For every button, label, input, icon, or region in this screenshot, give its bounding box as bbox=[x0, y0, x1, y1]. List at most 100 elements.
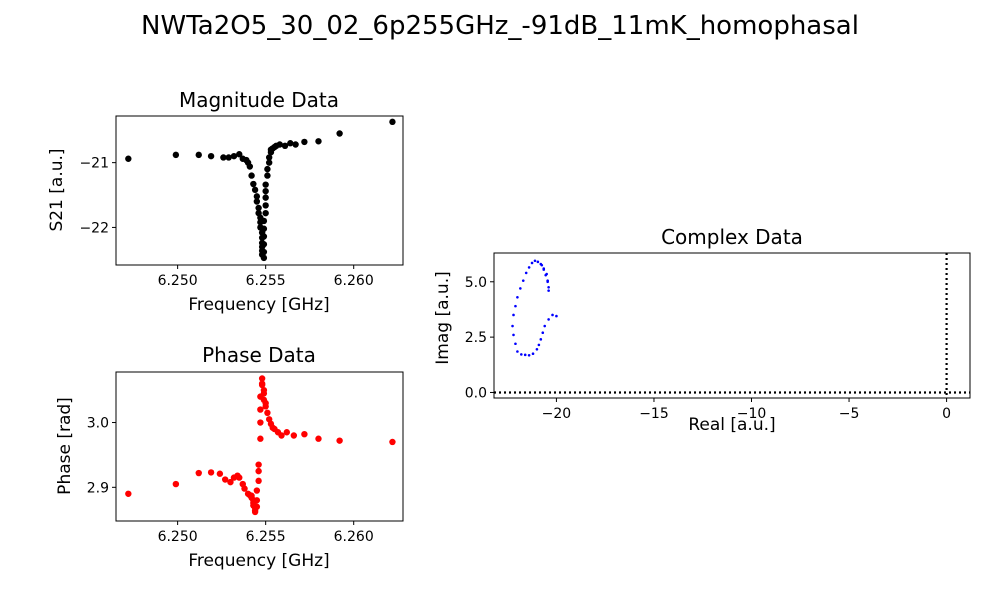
phase-data-point bbox=[172, 480, 180, 488]
magnitude-data-point bbox=[262, 194, 269, 201]
phase-plot-area: 6.250 6.255 6.260 3.0 2.9 bbox=[87, 371, 404, 545]
phase-data-point bbox=[221, 476, 229, 483]
complex-data-point bbox=[511, 324, 514, 328]
phase-ytick-label: 2.9 bbox=[87, 480, 109, 496]
complex-data-point bbox=[547, 289, 550, 292]
magnitude-data-point bbox=[262, 187, 269, 195]
phase-data-point bbox=[258, 375, 266, 382]
phase-data-point bbox=[195, 469, 202, 477]
magnitude-ytick-label: −21 bbox=[79, 156, 109, 172]
complex-data-point bbox=[551, 313, 554, 317]
complex-data-point bbox=[535, 348, 539, 351]
complex-data-point bbox=[516, 295, 519, 299]
complex-data-point bbox=[527, 266, 531, 269]
phase-axes-frame bbox=[115, 371, 404, 522]
magnitude-data-point bbox=[172, 151, 180, 159]
magnitude-xlabel: Frequency [GHz] bbox=[188, 295, 329, 315]
phase-data-point bbox=[253, 503, 261, 510]
complex-data-point bbox=[512, 313, 515, 317]
phase-ylabel: Phase [rad] bbox=[55, 397, 75, 495]
complex-data-point bbox=[533, 259, 537, 263]
magnitude-data-point bbox=[260, 254, 268, 262]
magnitude-data-point bbox=[125, 155, 132, 162]
magnitude-data-point bbox=[264, 172, 271, 179]
phase-data-point bbox=[257, 406, 264, 413]
complex-data-point bbox=[555, 314, 558, 318]
magnitude-plot-area: 6.250 6.255 6.260 −21 −22 bbox=[79, 115, 404, 289]
magnitude-data-point bbox=[315, 138, 322, 145]
complex-data-point bbox=[524, 271, 528, 275]
magnitude-data-point bbox=[301, 138, 308, 146]
magnitude-data-point bbox=[260, 225, 268, 232]
magnitude-data-point bbox=[236, 151, 243, 158]
complex-data-point bbox=[520, 353, 523, 356]
phase-data-point bbox=[278, 432, 285, 439]
magnitude-data-point bbox=[260, 217, 268, 225]
magnitude-axes-frame bbox=[115, 115, 404, 266]
complex-data-point bbox=[546, 280, 549, 284]
complex-data-point bbox=[542, 268, 546, 271]
magnitude-data-point bbox=[250, 180, 257, 188]
complex-data-point bbox=[547, 286, 550, 289]
figure-suptitle: NWTa2O5_30_02_6p255GHz_-91dB_11mK_homoph… bbox=[141, 11, 859, 41]
phase-data-point bbox=[253, 487, 261, 494]
phase-data-point bbox=[227, 478, 234, 486]
magnitude-ylabel: S21 [a.u.] bbox=[47, 148, 67, 231]
magnitude-data-point bbox=[265, 154, 273, 161]
phase-data-point bbox=[257, 419, 264, 426]
complex-data-point bbox=[512, 333, 515, 337]
complex-xtick-label: −5 bbox=[839, 406, 860, 422]
complex-ytick-label: 0.0 bbox=[465, 385, 487, 401]
complex-data-point bbox=[514, 304, 517, 308]
complex-xtick-label: −15 bbox=[639, 406, 669, 422]
phase-data-point bbox=[260, 390, 268, 397]
phase-data-point bbox=[251, 508, 259, 516]
magnitude-data-point bbox=[246, 163, 254, 170]
magnitude-data-point bbox=[225, 154, 232, 161]
magnitude-data-point bbox=[260, 248, 268, 256]
magnitude-data-point bbox=[389, 118, 396, 126]
magnitude-title: Magnitude Data bbox=[179, 88, 339, 112]
phase-xtick-label: 6.255 bbox=[246, 529, 286, 545]
complex-axes-frame bbox=[493, 252, 971, 399]
complex-data-point bbox=[514, 342, 517, 346]
phase-data-point bbox=[301, 430, 308, 438]
phase-panel: Phase Data 6.250 6.255 6.260 3.0 2.9 Frequen… bbox=[55, 343, 404, 571]
magnitude-data-point bbox=[281, 142, 289, 149]
complex-data-point bbox=[539, 338, 543, 341]
complex-plot-area: −20 −15 −10 −5 0 0.0 2.5 5.0 bbox=[465, 252, 971, 422]
magnitude-data-point bbox=[207, 152, 215, 160]
magnitude-ytick-label: −22 bbox=[79, 220, 109, 236]
phase-data-point bbox=[257, 435, 264, 442]
phase-data-point bbox=[236, 474, 243, 481]
complex-xlabel: Real [a.u.] bbox=[688, 415, 775, 435]
phase-data-point bbox=[264, 409, 271, 417]
phase-data-point bbox=[258, 380, 266, 387]
magnitude-data-point bbox=[253, 198, 261, 205]
complex-data-point bbox=[541, 331, 545, 334]
magnitude-data-point bbox=[262, 202, 269, 209]
complex-data-point bbox=[547, 318, 550, 321]
phase-xtick-label: 6.250 bbox=[158, 529, 198, 545]
complex-data-point bbox=[540, 263, 544, 267]
phase-data-point bbox=[216, 470, 224, 477]
complex-title: Complex Data bbox=[661, 225, 803, 249]
complex-data-point bbox=[523, 353, 527, 357]
magnitude-data-point bbox=[276, 141, 283, 148]
complex-data-point bbox=[536, 260, 540, 264]
complex-panel: Complex Data −20 −15 −10 −5 0 0.0 2.5 5.0 Real … bbox=[433, 225, 971, 435]
complex-data-point bbox=[543, 324, 547, 328]
magnitude-data-point bbox=[336, 130, 343, 137]
magnitude-data-point bbox=[230, 152, 238, 160]
magnitude-data-point bbox=[220, 154, 227, 161]
magnitude-data-point bbox=[287, 140, 294, 147]
complex-data-point bbox=[531, 352, 535, 356]
complex-data-point bbox=[516, 350, 519, 353]
phase-data-point bbox=[255, 461, 262, 468]
complex-ylabel: Imag [a.u.] bbox=[433, 271, 453, 364]
magnitude-xtick-label: 6.255 bbox=[246, 273, 286, 289]
complex-xtick-label: −20 bbox=[542, 406, 572, 422]
phase-data-point bbox=[262, 403, 269, 410]
phase-data-point bbox=[315, 435, 322, 442]
magnitude-data-point bbox=[264, 165, 271, 173]
